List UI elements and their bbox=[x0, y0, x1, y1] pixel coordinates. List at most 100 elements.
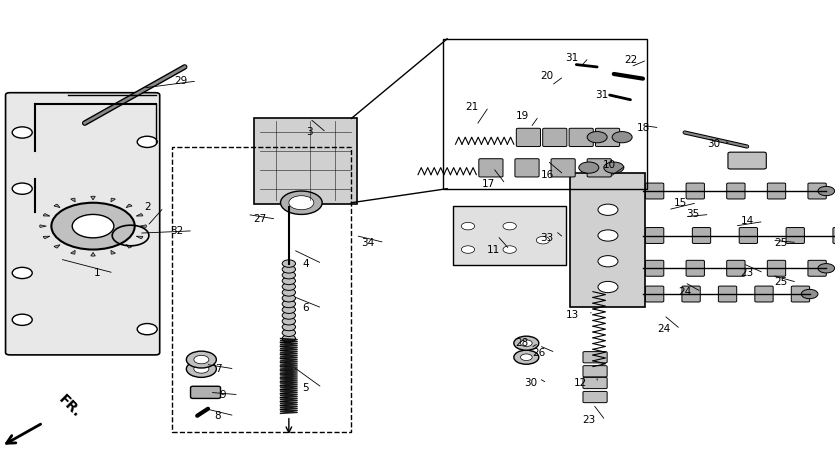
FancyBboxPatch shape bbox=[453, 206, 566, 265]
FancyBboxPatch shape bbox=[587, 159, 611, 177]
Text: 25: 25 bbox=[774, 277, 787, 287]
Text: 29: 29 bbox=[174, 76, 187, 86]
Circle shape bbox=[801, 289, 818, 299]
Text: 30: 30 bbox=[524, 378, 537, 388]
Text: 21: 21 bbox=[466, 102, 479, 112]
Circle shape bbox=[283, 266, 295, 273]
Text: 25: 25 bbox=[774, 237, 787, 248]
Text: 5: 5 bbox=[302, 382, 308, 393]
Circle shape bbox=[598, 230, 618, 241]
FancyBboxPatch shape bbox=[551, 159, 575, 177]
Text: 24: 24 bbox=[678, 287, 691, 297]
FancyBboxPatch shape bbox=[583, 377, 607, 389]
Bar bbox=[443, 39, 647, 189]
Text: 31: 31 bbox=[565, 53, 579, 63]
Text: 16: 16 bbox=[541, 170, 553, 179]
Wedge shape bbox=[71, 198, 75, 202]
Circle shape bbox=[818, 264, 834, 273]
Wedge shape bbox=[91, 252, 95, 256]
Circle shape bbox=[186, 351, 217, 368]
FancyBboxPatch shape bbox=[645, 183, 664, 199]
FancyBboxPatch shape bbox=[682, 286, 701, 302]
Wedge shape bbox=[136, 213, 143, 216]
Text: 13: 13 bbox=[565, 310, 579, 320]
FancyBboxPatch shape bbox=[739, 227, 757, 244]
Text: 18: 18 bbox=[636, 123, 650, 133]
FancyBboxPatch shape bbox=[6, 93, 160, 355]
Circle shape bbox=[514, 336, 539, 350]
Text: 33: 33 bbox=[541, 233, 553, 243]
FancyBboxPatch shape bbox=[767, 183, 786, 199]
Circle shape bbox=[598, 204, 618, 215]
Circle shape bbox=[283, 294, 295, 302]
FancyBboxPatch shape bbox=[755, 286, 773, 302]
Circle shape bbox=[194, 355, 209, 364]
FancyBboxPatch shape bbox=[718, 286, 737, 302]
Circle shape bbox=[283, 323, 295, 331]
Circle shape bbox=[283, 289, 295, 296]
FancyBboxPatch shape bbox=[645, 227, 664, 244]
Wedge shape bbox=[126, 204, 132, 208]
Text: 9: 9 bbox=[219, 390, 226, 400]
Circle shape bbox=[51, 203, 135, 250]
FancyBboxPatch shape bbox=[583, 391, 607, 403]
Text: 17: 17 bbox=[482, 179, 496, 189]
Text: 23: 23 bbox=[741, 268, 754, 278]
Wedge shape bbox=[91, 196, 95, 200]
Wedge shape bbox=[54, 244, 60, 248]
Circle shape bbox=[194, 365, 209, 373]
Wedge shape bbox=[71, 251, 75, 254]
Text: 7: 7 bbox=[215, 364, 222, 374]
Circle shape bbox=[461, 246, 475, 253]
Wedge shape bbox=[43, 236, 50, 239]
Circle shape bbox=[13, 314, 33, 325]
Circle shape bbox=[521, 354, 533, 360]
FancyBboxPatch shape bbox=[728, 152, 767, 169]
Text: 26: 26 bbox=[533, 348, 545, 357]
Circle shape bbox=[537, 236, 549, 244]
FancyBboxPatch shape bbox=[479, 159, 503, 177]
FancyBboxPatch shape bbox=[569, 128, 594, 146]
Circle shape bbox=[514, 350, 539, 364]
Circle shape bbox=[13, 127, 33, 138]
FancyBboxPatch shape bbox=[543, 128, 567, 146]
Text: 34: 34 bbox=[361, 237, 375, 248]
Wedge shape bbox=[136, 236, 143, 239]
Circle shape bbox=[612, 131, 632, 143]
Circle shape bbox=[283, 312, 295, 319]
Wedge shape bbox=[40, 225, 46, 227]
FancyBboxPatch shape bbox=[645, 286, 664, 302]
Circle shape bbox=[137, 324, 157, 335]
Text: 35: 35 bbox=[686, 210, 700, 219]
Text: 15: 15 bbox=[674, 198, 687, 208]
FancyBboxPatch shape bbox=[792, 286, 809, 302]
Text: 3: 3 bbox=[306, 128, 313, 138]
Circle shape bbox=[818, 187, 834, 196]
Circle shape bbox=[186, 360, 217, 377]
FancyBboxPatch shape bbox=[254, 117, 357, 203]
Circle shape bbox=[283, 335, 295, 342]
Text: 12: 12 bbox=[573, 378, 587, 388]
Circle shape bbox=[503, 222, 517, 230]
FancyBboxPatch shape bbox=[686, 260, 705, 276]
Circle shape bbox=[283, 283, 295, 291]
Wedge shape bbox=[54, 204, 60, 208]
Circle shape bbox=[283, 260, 295, 268]
Text: 30: 30 bbox=[707, 139, 721, 149]
Text: 31: 31 bbox=[594, 90, 608, 100]
Text: 22: 22 bbox=[624, 55, 637, 65]
Circle shape bbox=[521, 340, 533, 347]
Circle shape bbox=[281, 191, 322, 214]
Circle shape bbox=[579, 162, 599, 173]
Circle shape bbox=[72, 214, 114, 238]
Circle shape bbox=[604, 162, 624, 173]
Text: 6: 6 bbox=[302, 303, 308, 313]
Circle shape bbox=[283, 317, 295, 325]
Bar bbox=[172, 146, 351, 432]
Circle shape bbox=[13, 183, 33, 195]
FancyBboxPatch shape bbox=[726, 183, 745, 199]
Text: 20: 20 bbox=[541, 71, 553, 81]
FancyBboxPatch shape bbox=[808, 260, 826, 276]
Circle shape bbox=[137, 136, 157, 147]
Text: 23: 23 bbox=[582, 415, 595, 425]
